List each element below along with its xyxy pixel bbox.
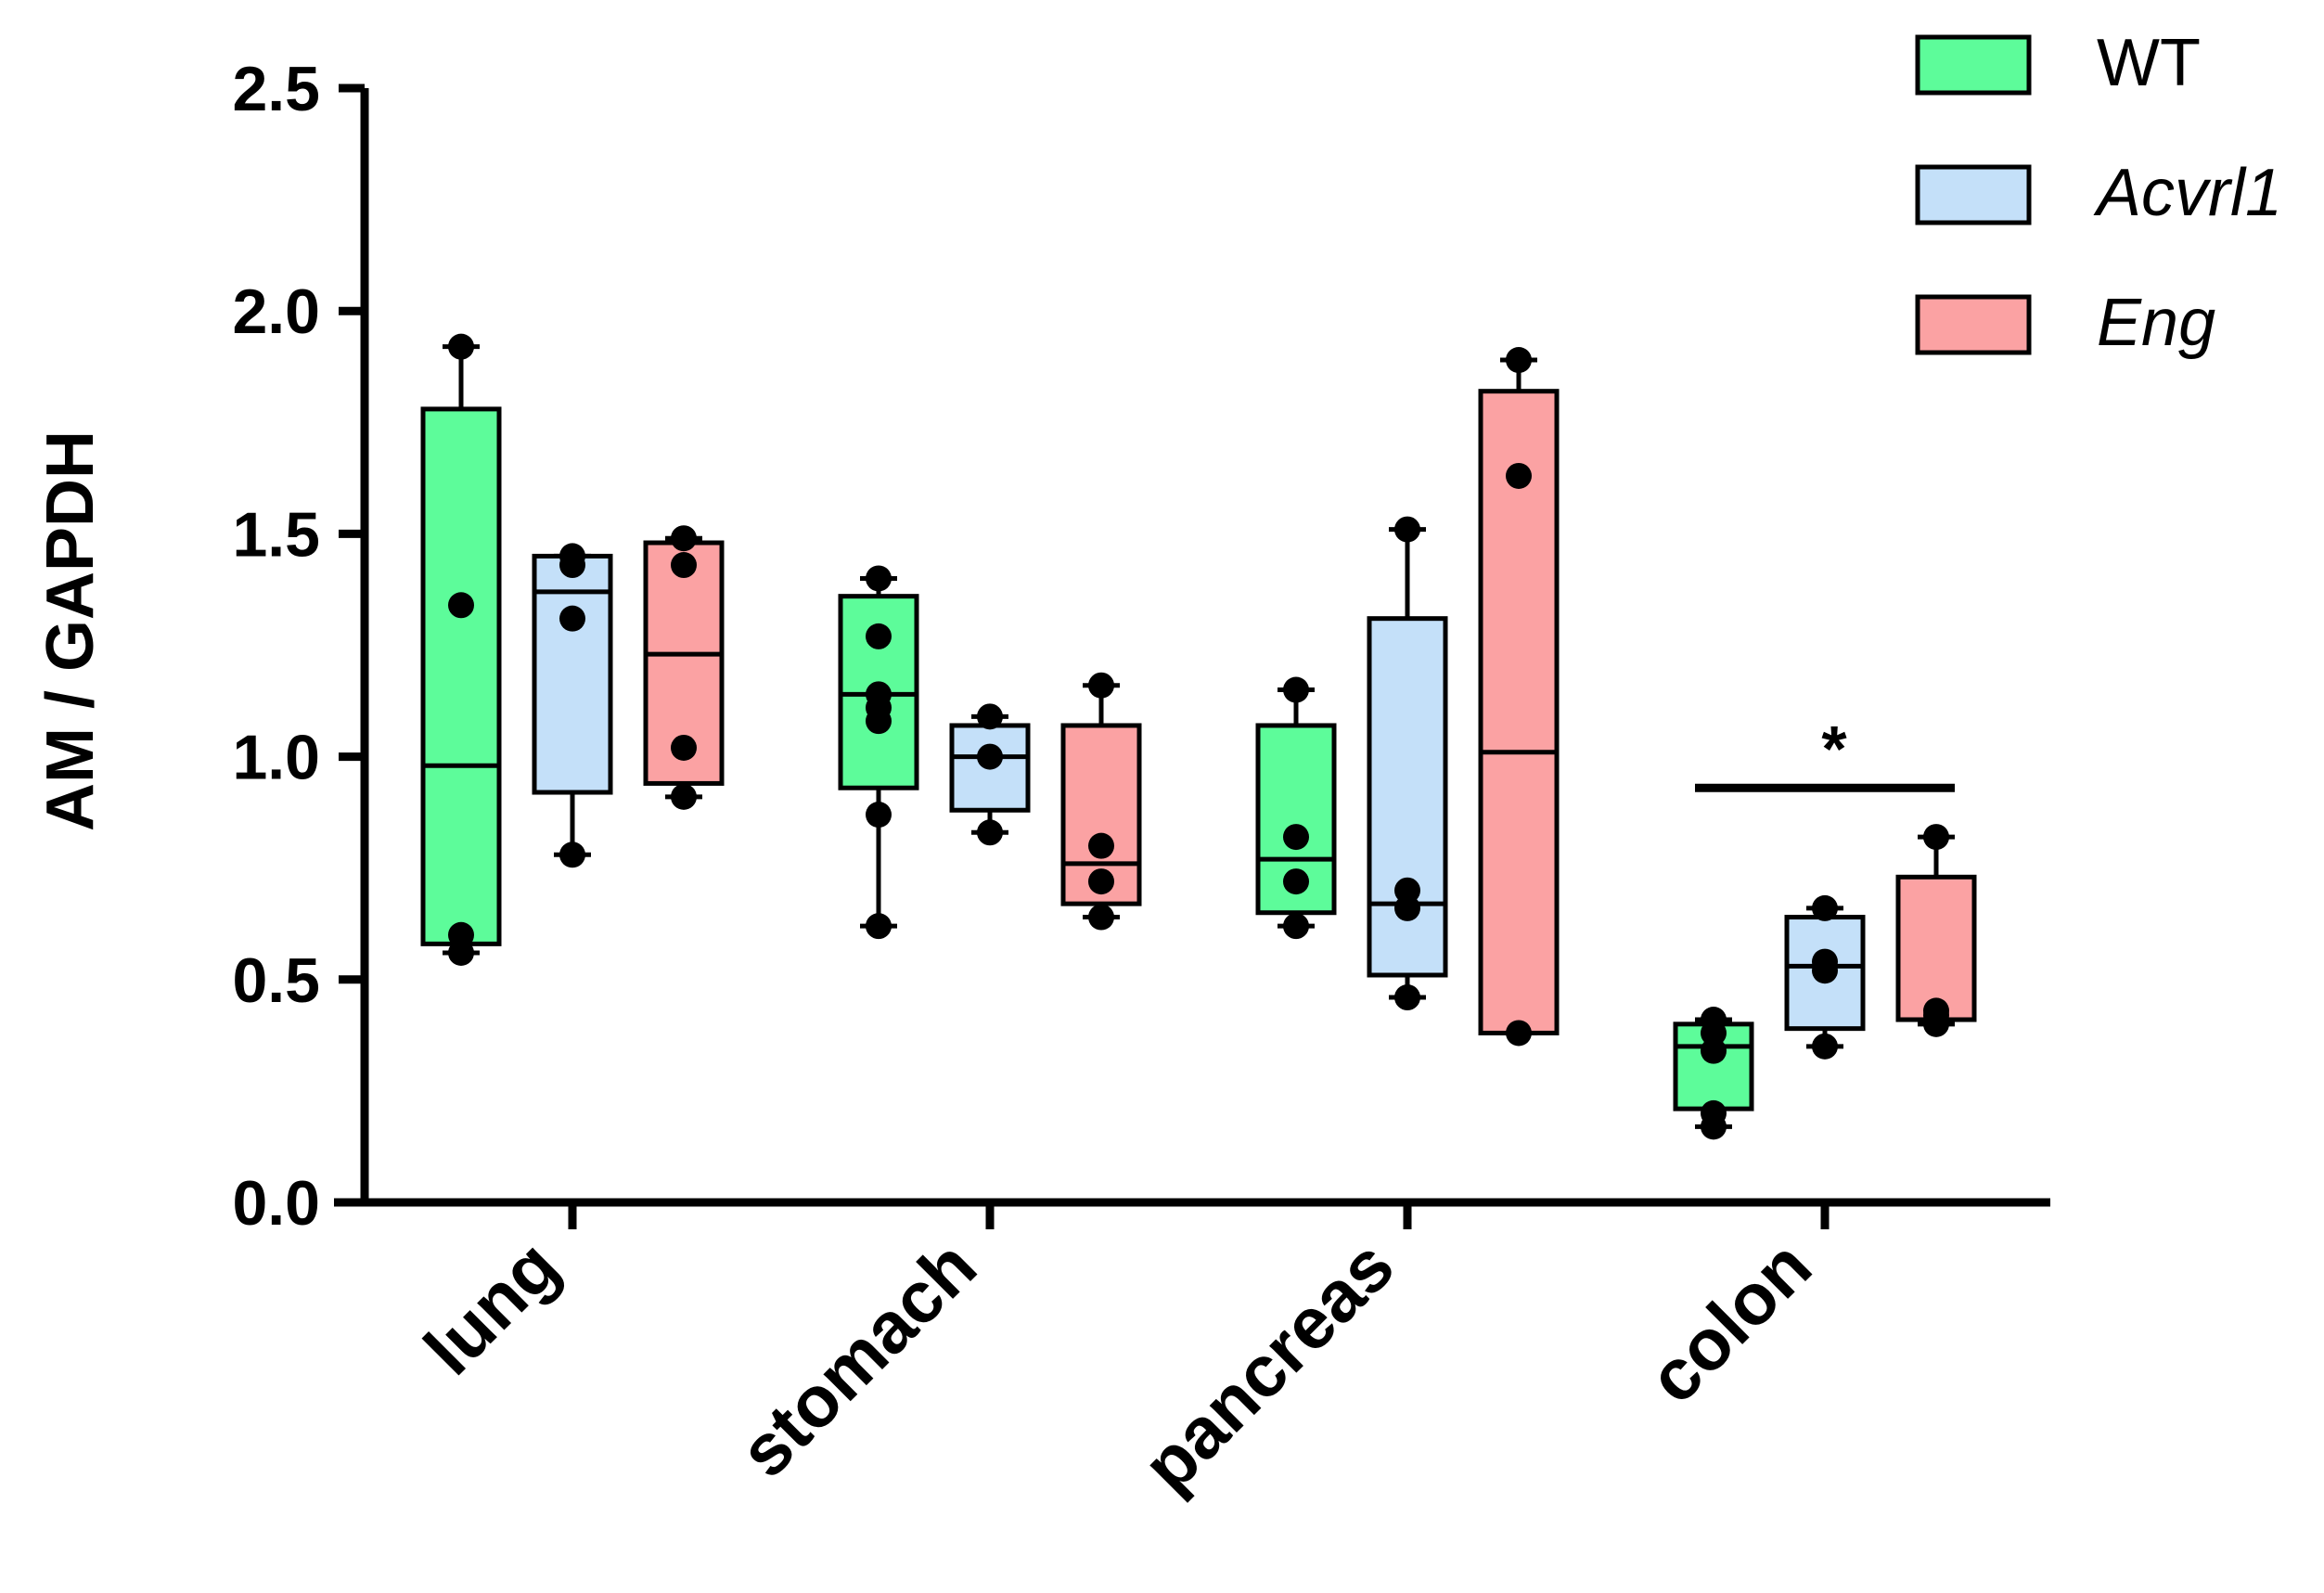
data-point <box>1701 1099 1727 1126</box>
y-tick-label: 1.5 <box>232 499 320 570</box>
y-tick-label: 0.0 <box>232 1168 320 1239</box>
data-point <box>977 743 1003 770</box>
significance-label: * <box>1821 713 1847 785</box>
data-point <box>671 783 697 810</box>
data-point <box>1394 984 1420 1011</box>
legend: WT Acvrl1 Eng <box>1915 26 2282 360</box>
data-point <box>559 543 585 570</box>
data-point <box>448 921 474 948</box>
data-point <box>1283 913 1309 940</box>
data-point <box>1088 904 1114 931</box>
box-body <box>949 723 1031 813</box>
data-point <box>448 939 474 966</box>
x-tick-label-colon: colon <box>1633 1225 1827 1419</box>
box-acvrl1-lung <box>532 543 613 868</box>
data-point <box>448 333 474 360</box>
legend-swatch-wt <box>1915 34 2032 96</box>
x-tick-label-lung: lung <box>408 1225 574 1391</box>
box-body <box>1367 616 1448 978</box>
box-acvrl1-stomach <box>949 703 1031 846</box>
box-wt-stomach <box>838 565 919 940</box>
box-eng-pancreas <box>1478 347 1560 1047</box>
axes: AM / GAPDH <box>33 88 2050 1207</box>
data-point <box>1088 672 1114 699</box>
y-tick-label: 2.5 <box>232 54 320 124</box>
box-body <box>1478 389 1560 1035</box>
box-acvrl1-pancreas <box>1367 516 1448 1011</box>
x-tick-label-pancreas: pancreas <box>1127 1225 1409 1507</box>
data-point <box>1394 516 1420 543</box>
data-point <box>866 802 892 829</box>
data-point <box>866 681 892 708</box>
data-point <box>1923 997 1949 1024</box>
data-point <box>1506 347 1532 374</box>
data-point <box>1283 868 1309 895</box>
y-axis-label: AM / GAPDH <box>33 430 108 831</box>
data-point <box>977 819 1003 846</box>
legend-swatch-eng <box>1915 294 2032 355</box>
box-wt-pancreas <box>1255 676 1337 940</box>
data-point <box>671 525 697 552</box>
data-point <box>1283 676 1309 703</box>
box-eng-lung <box>643 525 725 810</box>
data-point <box>1923 824 1949 851</box>
data-point <box>866 623 892 649</box>
data-point <box>559 841 585 868</box>
box-wt-lung <box>420 333 502 966</box>
y-tick-label: 0.5 <box>232 945 320 1016</box>
box-wt-colon <box>1673 1007 1754 1140</box>
data-point <box>1088 832 1114 859</box>
y-tick-label: 1.0 <box>232 723 320 793</box>
data-point <box>559 605 585 632</box>
data-point <box>1283 824 1309 851</box>
legend-swatch-acvrl1 <box>1915 164 2032 225</box>
data-point <box>1701 1007 1727 1034</box>
data-point <box>1506 462 1532 489</box>
data-point <box>448 592 474 619</box>
data-point <box>1812 1033 1838 1060</box>
data-point <box>1088 868 1114 895</box>
data-point <box>866 913 892 940</box>
x-tick-label-stomach: stomach <box>724 1225 992 1493</box>
box-eng-colon <box>1895 824 1977 1037</box>
data-point <box>866 565 892 592</box>
box-body <box>532 553 613 795</box>
legend-label-wt: WT <box>2097 26 2201 100</box>
plot-area: * <box>420 333 1977 1140</box>
y-tick-label: 2.0 <box>232 276 320 347</box>
data-point <box>1394 894 1420 921</box>
data-point <box>1701 1037 1727 1064</box>
data-point <box>977 703 1003 730</box>
box-body <box>420 406 502 946</box>
legend-label-eng: Eng <box>2097 286 2215 360</box>
data-point <box>1394 877 1420 904</box>
box-acvrl1-colon <box>1784 894 1866 1060</box>
data-point <box>671 734 697 761</box>
box-eng-stomach <box>1060 672 1142 931</box>
data-point <box>671 552 697 579</box>
legend-label-acvrl1: Acvrl1 <box>2093 156 2282 230</box>
data-point <box>1812 948 1838 975</box>
data-point <box>1812 894 1838 921</box>
data-point <box>1506 1020 1532 1047</box>
